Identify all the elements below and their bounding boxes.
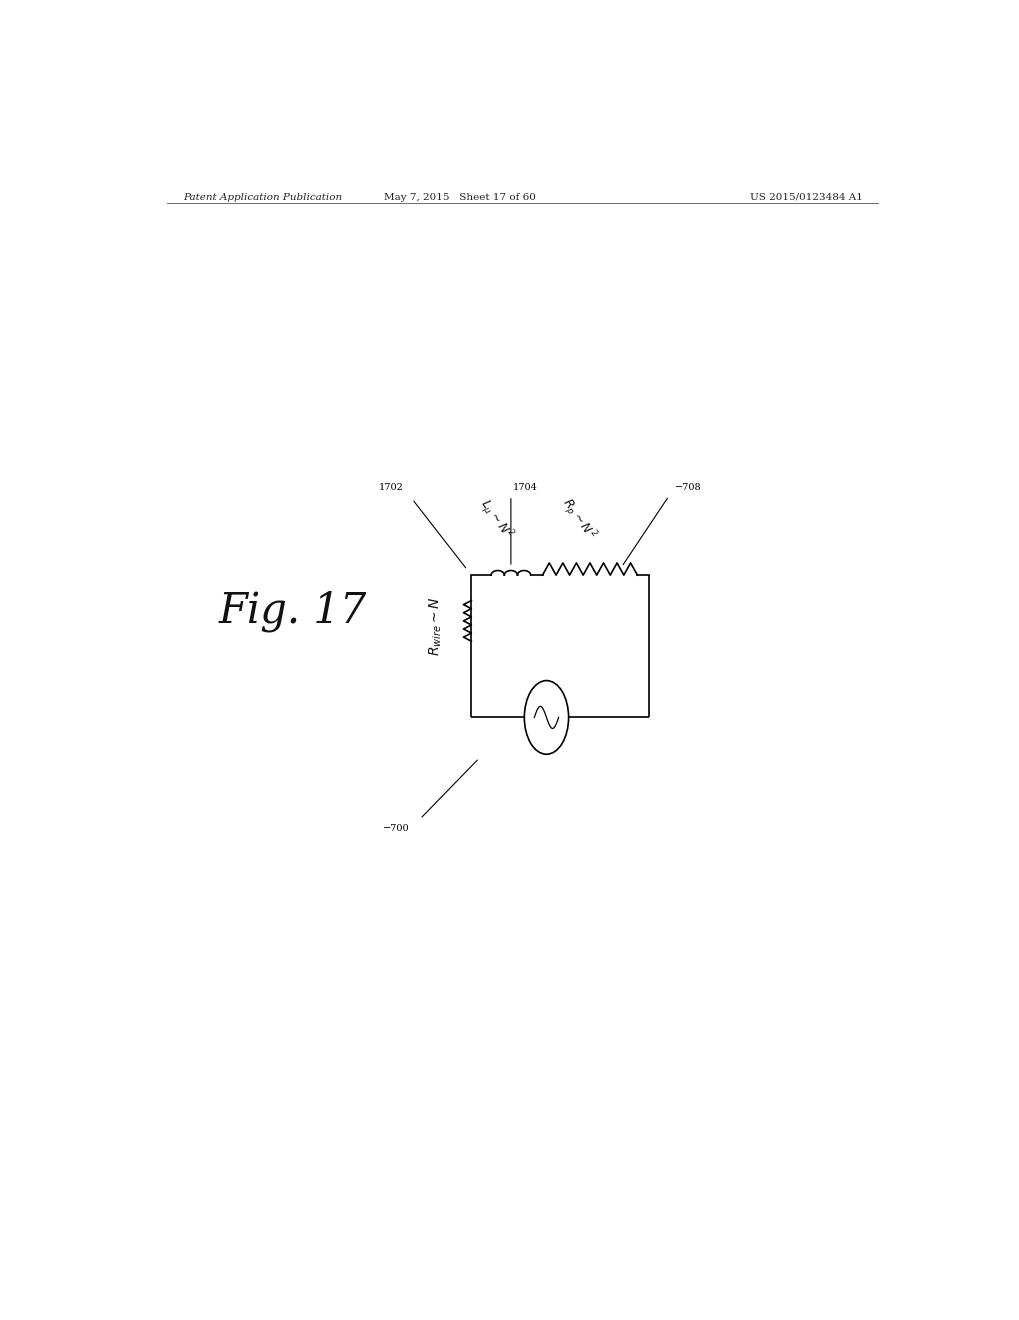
Text: $R_{wire} \sim N$: $R_{wire} \sim N$ <box>427 597 443 656</box>
Text: −708: −708 <box>675 483 701 492</box>
Text: $L_{\mu} \sim N^{2}$: $L_{\mu} \sim N^{2}$ <box>473 495 516 544</box>
Text: May 7, 2015   Sheet 17 of 60: May 7, 2015 Sheet 17 of 60 <box>383 193 535 202</box>
Text: 1702: 1702 <box>379 483 404 492</box>
Text: Patent Application Publication: Patent Application Publication <box>182 193 341 202</box>
Text: US 2015/0123484 A1: US 2015/0123484 A1 <box>749 193 862 202</box>
Text: 1704: 1704 <box>513 483 538 492</box>
Text: $R_{p} \sim N^{2}$: $R_{p} \sim N^{2}$ <box>555 494 599 544</box>
Text: −700: −700 <box>383 824 410 833</box>
Text: Fig. 17: Fig. 17 <box>218 590 367 632</box>
